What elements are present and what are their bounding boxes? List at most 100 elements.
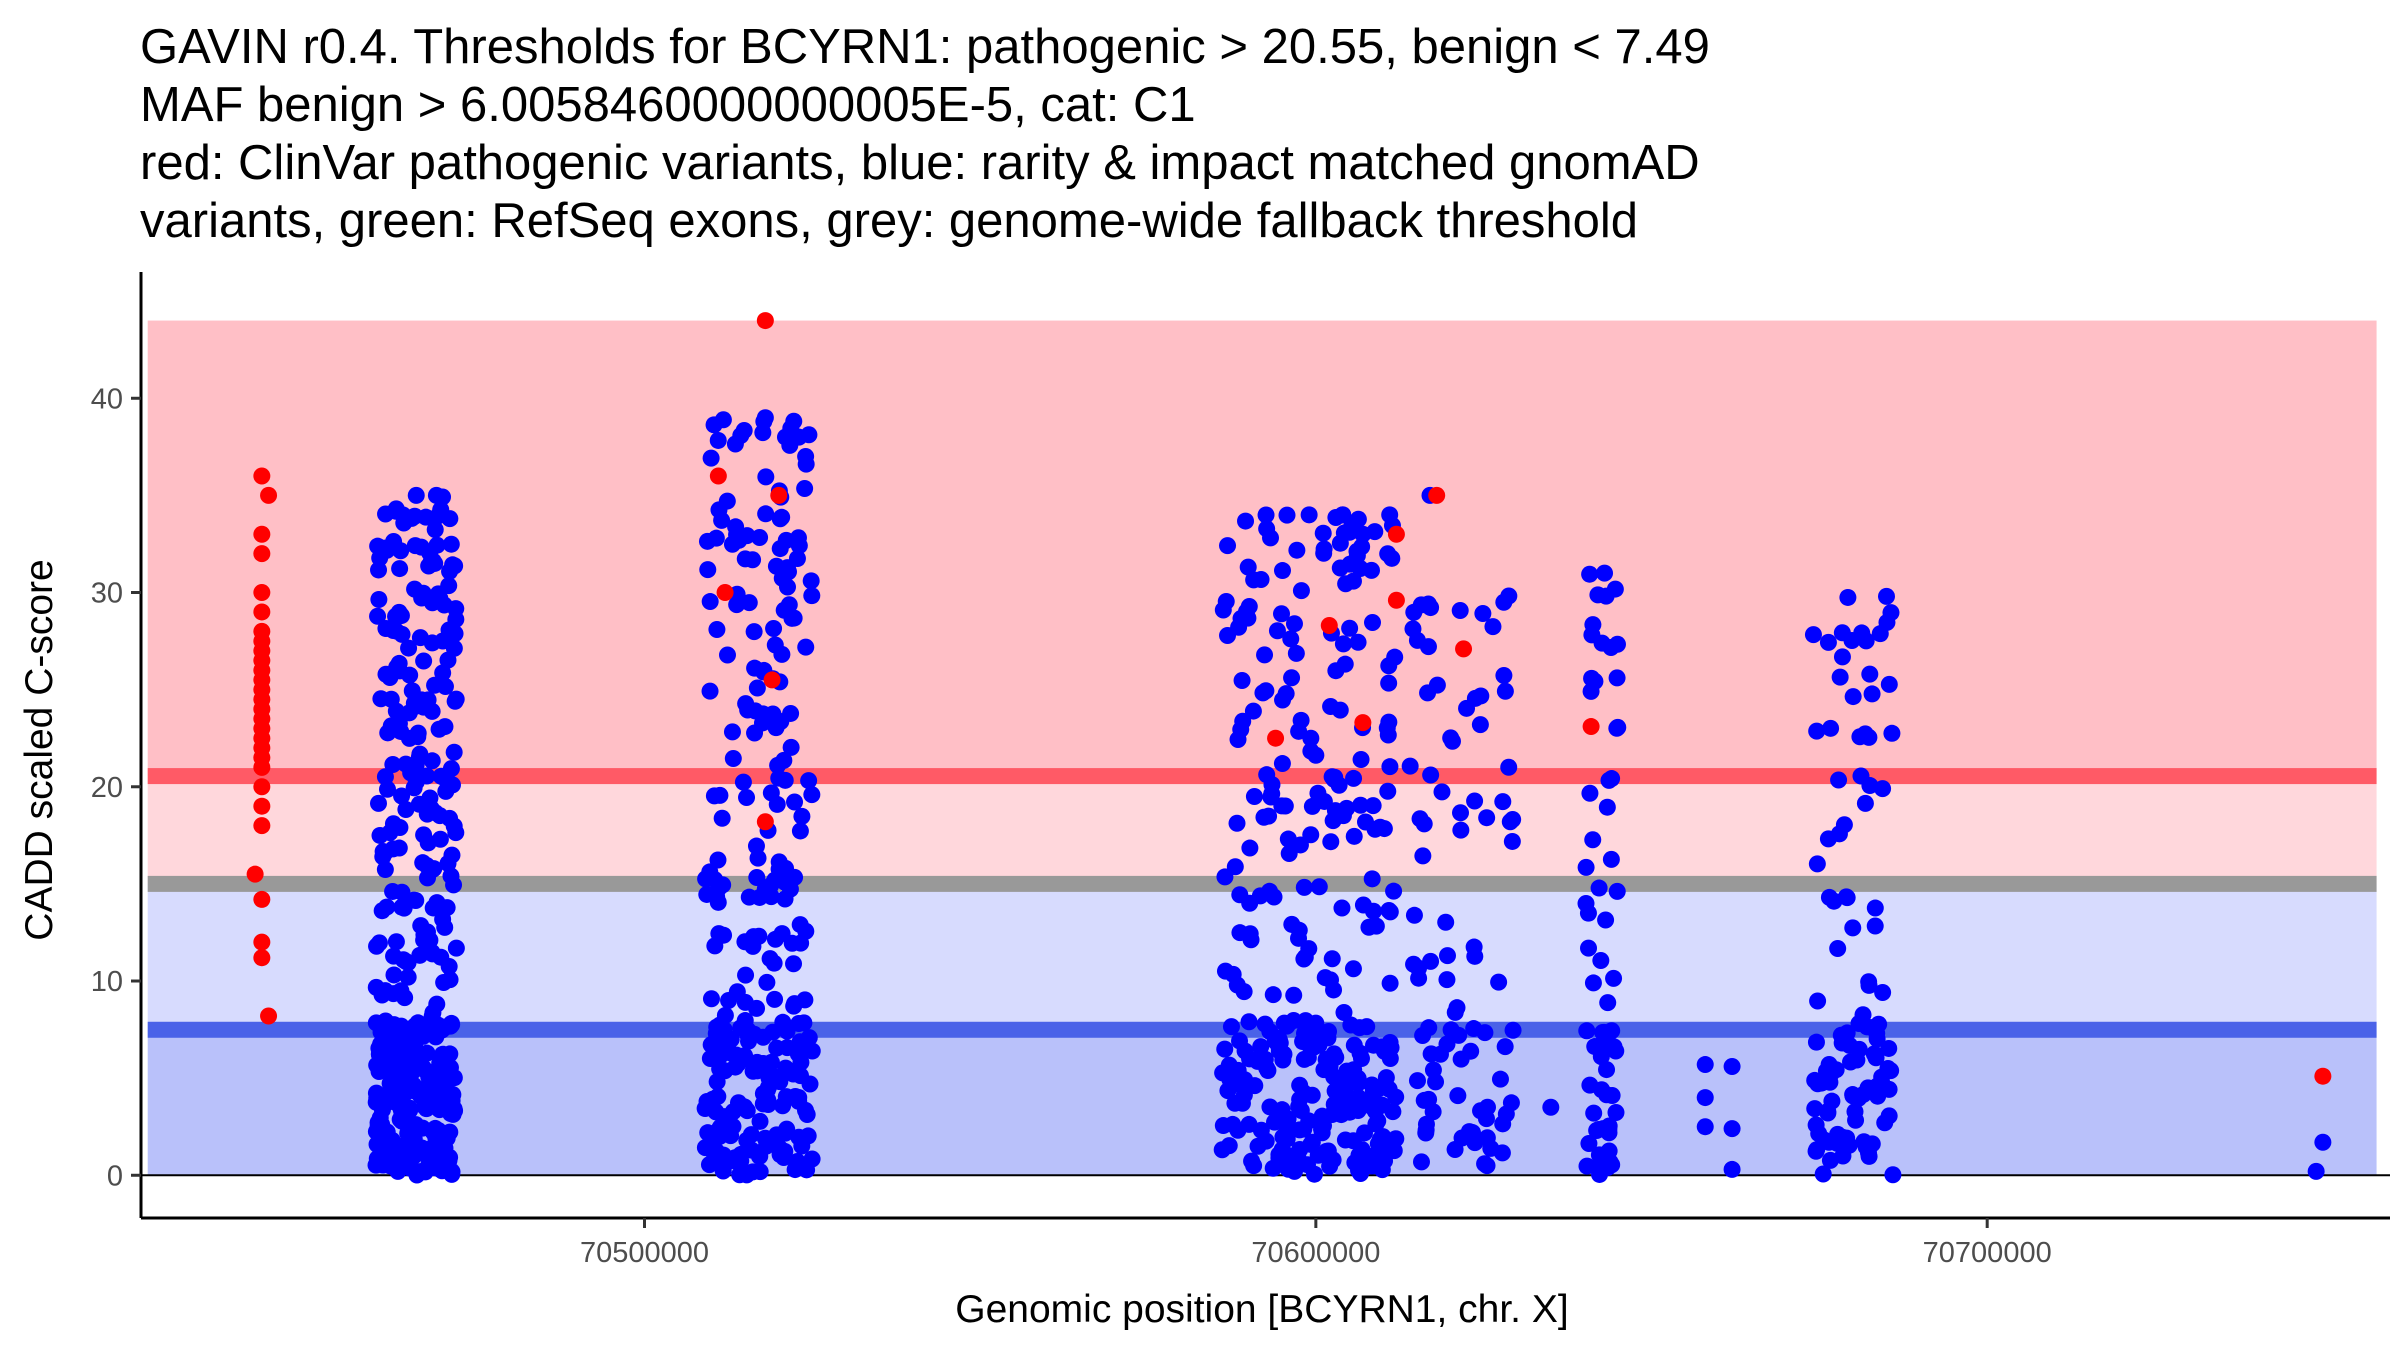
clinvar-point (253, 467, 271, 485)
gnomad-point (1882, 1062, 1900, 1080)
gnomad-point (394, 506, 412, 524)
gnomad-point (754, 424, 772, 442)
clinvar-point (253, 890, 271, 908)
gnomad-point (435, 974, 453, 992)
gnomad-point (778, 559, 796, 577)
gnomad-point (786, 793, 804, 811)
gnomad-point (710, 925, 728, 943)
gnomad-point (1412, 1153, 1430, 1171)
gnomad-point (1831, 668, 1849, 686)
gnomad-point (715, 1021, 733, 1039)
gnomad-point (1336, 1131, 1354, 1149)
gnomad-point (1384, 1103, 1402, 1121)
gnomad-point (1381, 758, 1399, 776)
gnomad-point (1303, 797, 1321, 815)
gnomad-point (728, 596, 746, 614)
clinvar-point (1428, 486, 1446, 504)
gnomad-point (446, 692, 464, 710)
gnomad-point (1592, 952, 1610, 970)
gnomad-point (1387, 1130, 1405, 1148)
clinvar-point (2314, 1067, 2332, 1085)
gnomad-point (1273, 562, 1291, 580)
gnomad-point (1808, 855, 1826, 873)
gnomad-point (763, 1067, 781, 1085)
gnomad-point (1596, 564, 1614, 582)
gnomad-point (1344, 960, 1362, 978)
gnomad-point (1850, 1040, 1868, 1058)
gnomad-point (1241, 839, 1259, 857)
gnomad-point (434, 1137, 452, 1155)
gnomad-point (435, 596, 453, 614)
gnomad-point (1257, 506, 1275, 524)
gnomad-point (718, 646, 736, 664)
gnomad-point (1249, 1137, 1267, 1155)
gnomad-point (751, 528, 769, 546)
gnomad-point (1325, 1095, 1343, 1113)
middle-upper-region (147, 776, 2377, 884)
gnomad-point (1363, 1157, 1381, 1175)
gnomad-point (1602, 850, 1620, 868)
gnomad-point (1316, 969, 1334, 987)
gnomad-point (423, 943, 441, 961)
gnomad-point (1868, 1024, 1886, 1042)
gnomad-point (765, 620, 783, 638)
gnomad-point (1287, 644, 1305, 662)
gnomad-point (1334, 635, 1352, 653)
gnomad-point (1880, 1039, 1898, 1057)
gnomad-point (429, 507, 447, 525)
y-tick-label: 10 (91, 966, 123, 998)
gnomad-point (370, 934, 388, 952)
gnomad-point (1412, 596, 1430, 614)
gnomad-point (369, 794, 387, 812)
clinvar-point (1582, 718, 1600, 736)
gnomad-point (415, 652, 433, 670)
clinvar-point (770, 486, 788, 504)
gnomad-point (744, 551, 762, 569)
gnomad-point (1217, 593, 1235, 611)
gnomad-point (1495, 666, 1513, 684)
axes: 0 10 20 30 40 70500000 70600000 70700000 (91, 272, 2390, 1269)
gnomad-point (410, 795, 428, 813)
gnomad-point (1385, 882, 1403, 900)
gnomad-point (1379, 782, 1397, 800)
clinvar-point (260, 1007, 278, 1025)
clinvar-point (709, 467, 727, 485)
gnomad-point (1696, 1118, 1714, 1136)
gnomad-point (369, 537, 387, 555)
gnomad-point (1322, 697, 1340, 715)
gnomad-point (414, 584, 432, 602)
gnomad-point (1446, 1141, 1464, 1159)
gnomad-point (1228, 814, 1246, 832)
gnomad-point (1265, 888, 1283, 906)
gnomad-point (803, 1150, 821, 1168)
gnomad-point (1381, 1049, 1399, 1067)
gnomad-point (706, 871, 724, 889)
gnomad-point (1874, 780, 1892, 798)
gnomad-point (1231, 1032, 1249, 1050)
gnomad-point (1367, 1115, 1385, 1133)
gnomad-point (709, 431, 727, 449)
gnomad-point (1830, 771, 1848, 789)
gnomad-point (1364, 613, 1382, 631)
gnomad-point (1579, 904, 1597, 922)
gnomad-point (438, 1068, 456, 1086)
gnomad-point (447, 939, 465, 957)
gnomad-point (1866, 899, 1884, 917)
gnomad-point (797, 638, 815, 656)
gnomad-point (1503, 832, 1521, 850)
gnomad-point (1581, 784, 1599, 802)
gnomad-point (1258, 520, 1276, 538)
gnomad-point (1324, 812, 1342, 830)
gnomad-point (1602, 638, 1620, 656)
gnomad-point (1417, 1115, 1435, 1133)
clinvar-point (253, 584, 271, 602)
gnomad-point (762, 877, 780, 895)
title-line-4: variants, green: RefSeq exons, grey: gen… (140, 194, 1639, 248)
gnomad-point (1349, 633, 1367, 651)
gnomad-point (390, 603, 408, 621)
gnomad-point (754, 1028, 772, 1046)
gnomad-point (1590, 879, 1608, 897)
gnomad-point (443, 846, 461, 864)
gnomad-point (1584, 616, 1602, 634)
gnomad-point (2314, 1133, 2332, 1151)
